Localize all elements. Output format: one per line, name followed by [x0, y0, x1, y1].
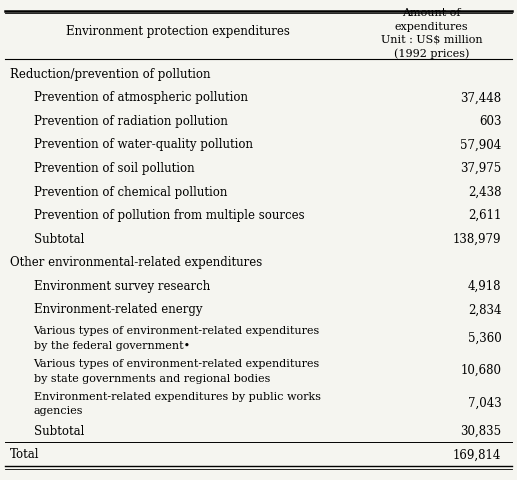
- Text: Environment-related expenditures by public works: Environment-related expenditures by publ…: [34, 391, 321, 401]
- Text: Prevention of soil pollution: Prevention of soil pollution: [34, 162, 194, 175]
- Text: Environment survey research: Environment survey research: [34, 279, 210, 292]
- Text: 37,448: 37,448: [460, 91, 501, 104]
- Text: 169,814: 169,814: [453, 447, 501, 460]
- Text: 603: 603: [479, 115, 501, 128]
- Text: 4,918: 4,918: [468, 279, 501, 292]
- Text: Environment protection expenditures: Environment protection expenditures: [66, 24, 291, 38]
- Text: Total: Total: [10, 447, 40, 460]
- Text: Subtotal: Subtotal: [34, 424, 84, 437]
- Text: 2,834: 2,834: [468, 303, 501, 316]
- Text: 37,975: 37,975: [460, 162, 501, 175]
- Text: 5,360: 5,360: [468, 331, 501, 344]
- Text: Various types of environment-related expenditures: Various types of environment-related exp…: [34, 358, 320, 368]
- Text: Prevention of atmospheric pollution: Prevention of atmospheric pollution: [34, 91, 248, 104]
- Text: Prevention of radiation pollution: Prevention of radiation pollution: [34, 115, 227, 128]
- Text: Other environmental-related expenditures: Other environmental-related expenditures: [10, 256, 263, 269]
- Text: 7,043: 7,043: [468, 396, 501, 409]
- Text: 2,611: 2,611: [468, 209, 501, 222]
- Text: 138,979: 138,979: [453, 232, 501, 245]
- Text: 10,680: 10,680: [461, 363, 501, 376]
- Text: Prevention of water-quality pollution: Prevention of water-quality pollution: [34, 138, 253, 151]
- Text: Reduction/prevention of pollution: Reduction/prevention of pollution: [10, 68, 211, 81]
- Text: Prevention of chemical pollution: Prevention of chemical pollution: [34, 185, 227, 198]
- Text: by state governments and regional bodies: by state governments and regional bodies: [34, 373, 270, 383]
- Text: 30,835: 30,835: [460, 424, 501, 437]
- Text: agencies: agencies: [34, 406, 83, 416]
- Text: 2,438: 2,438: [468, 185, 501, 198]
- Text: 57,904: 57,904: [460, 138, 501, 151]
- Text: by the federal government•: by the federal government•: [34, 340, 190, 350]
- Text: Environment-related energy: Environment-related energy: [34, 303, 202, 316]
- Text: Prevention of pollution from multiple sources: Prevention of pollution from multiple so…: [34, 209, 304, 222]
- Text: Amount of
expenditures
Unit : US$ million
(1992 prices): Amount of expenditures Unit : US$ millio…: [381, 9, 482, 59]
- Text: Various types of environment-related expenditures: Various types of environment-related exp…: [34, 326, 320, 336]
- Text: Subtotal: Subtotal: [34, 232, 84, 245]
